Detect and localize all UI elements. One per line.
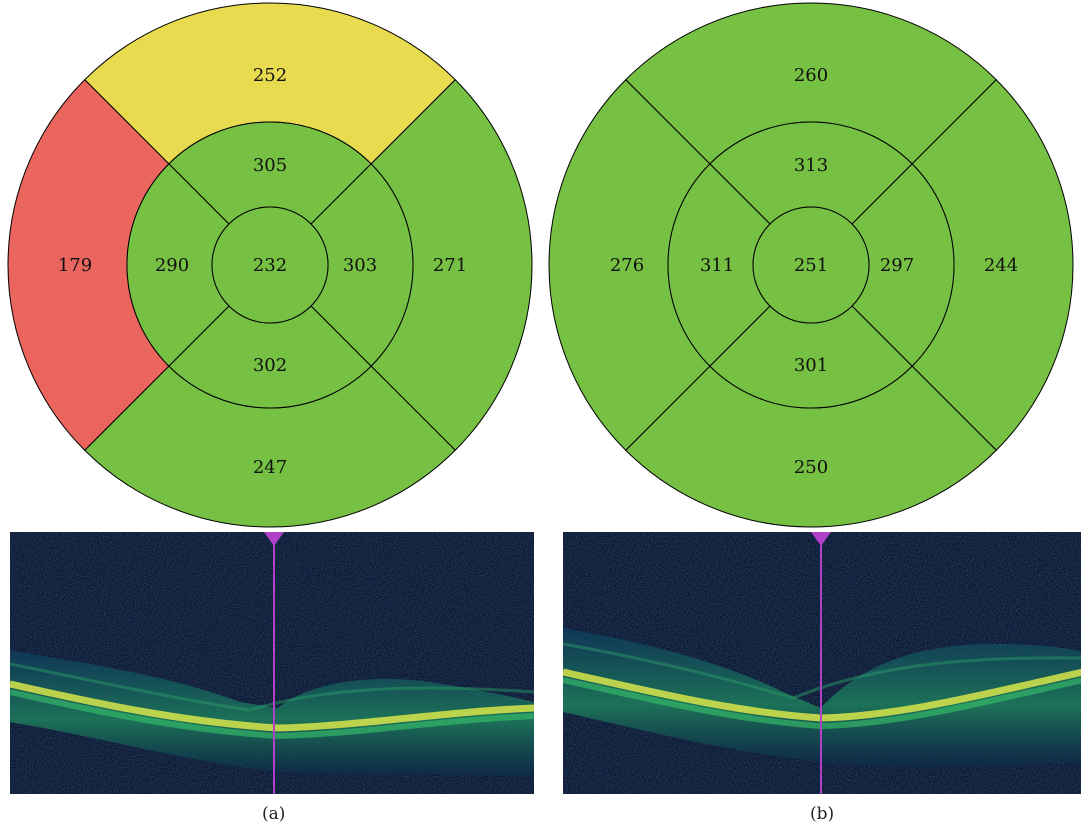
outer-nasal-value: 179 bbox=[58, 255, 92, 276]
oct-scan-b bbox=[563, 532, 1081, 794]
inner-nasal-value: 311 bbox=[700, 255, 734, 276]
rpe-band bbox=[10, 680, 534, 732]
center-sector bbox=[211, 206, 329, 324]
oct-scan-image bbox=[563, 532, 1081, 794]
inner-temporal-value: 303 bbox=[343, 255, 377, 276]
outer-inferior-value: 250 bbox=[794, 457, 828, 478]
thickness-map-b: 251 313 301 311 297 260 250 276 244 bbox=[548, 2, 1074, 528]
panel-caption-b: (b) bbox=[810, 804, 835, 824]
center-value: 232 bbox=[253, 255, 287, 276]
oct-scan-image bbox=[10, 532, 534, 794]
outer-superior-value: 260 bbox=[794, 65, 828, 86]
thickness-map-a: 232 305 302 290 303 252 247 179 271 bbox=[7, 2, 533, 528]
panel-caption-a: (a) bbox=[262, 804, 286, 824]
center-sector bbox=[752, 206, 870, 324]
inner-nasal-value: 290 bbox=[155, 255, 189, 276]
outer-nasal-value: 276 bbox=[610, 255, 644, 276]
inner-inferior-value: 301 bbox=[794, 355, 828, 376]
inner-temporal-value: 297 bbox=[880, 255, 914, 276]
oct-scan-a bbox=[10, 532, 534, 794]
inner-superior-value: 313 bbox=[794, 155, 828, 176]
outer-temporal-value: 271 bbox=[433, 255, 467, 276]
inner-inferior-value: 302 bbox=[253, 355, 287, 376]
outer-inferior-value: 247 bbox=[253, 457, 287, 478]
inner-superior-value: 305 bbox=[253, 155, 287, 176]
outer-superior-value: 252 bbox=[253, 65, 287, 86]
center-value: 251 bbox=[794, 255, 828, 276]
outer-temporal-value: 244 bbox=[984, 255, 1018, 276]
retina-layer bbox=[10, 650, 534, 777]
